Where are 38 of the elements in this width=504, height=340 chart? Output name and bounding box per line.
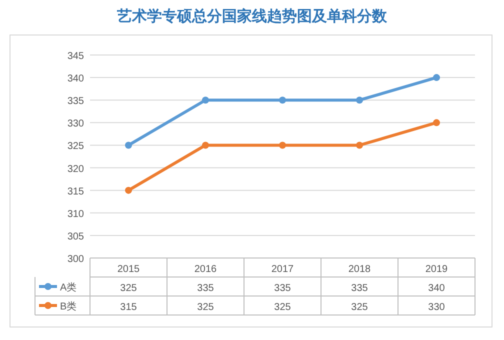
point bbox=[356, 96, 363, 104]
y-tick-label: 335 bbox=[67, 96, 84, 108]
point bbox=[279, 142, 286, 149]
data-label: 325 bbox=[197, 302, 214, 313]
data-label: 315 bbox=[120, 302, 138, 313]
data-label: 325 bbox=[274, 302, 292, 313]
x-tick-label: 2017 bbox=[271, 264, 294, 275]
data-label: 325 bbox=[351, 302, 368, 313]
y-tick-label: 320 bbox=[67, 164, 84, 175]
point bbox=[433, 74, 440, 82]
data-label: 325 bbox=[120, 283, 138, 294]
legend-label: B类 bbox=[60, 300, 77, 312]
x-tick-label: 2015 bbox=[117, 264, 140, 275]
data-label: 335 bbox=[351, 283, 368, 294]
y-tick-label: 310 bbox=[67, 208, 84, 220]
point bbox=[125, 186, 132, 194]
y-tick-label: 340 bbox=[67, 74, 84, 85]
x-tick-label: 2018 bbox=[348, 264, 372, 275]
y-tick-label: 345 bbox=[67, 51, 84, 62]
point bbox=[433, 119, 440, 126]
data-label: 335 bbox=[274, 283, 292, 294]
legend-label: A类 bbox=[60, 282, 77, 294]
point bbox=[125, 142, 132, 149]
data-label: 335 bbox=[197, 283, 214, 294]
x-tick-label: 2016 bbox=[194, 264, 218, 275]
y-tick-label: 305 bbox=[67, 231, 84, 242]
point bbox=[202, 142, 209, 149]
data-label: 330 bbox=[428, 302, 446, 313]
y-tick-label: 330 bbox=[67, 118, 84, 130]
point bbox=[356, 142, 363, 149]
point bbox=[279, 96, 286, 104]
x-tick-label: 2019 bbox=[425, 264, 448, 275]
y-tick-label: 325 bbox=[67, 141, 84, 152]
y-tick-label: 315 bbox=[67, 186, 84, 198]
point bbox=[202, 96, 209, 104]
data-label: 340 bbox=[428, 283, 446, 294]
y-tick-label: 300 bbox=[67, 254, 84, 265]
title: 艺术学专硕总分国家线趋势图及单科分数 bbox=[117, 8, 387, 25]
